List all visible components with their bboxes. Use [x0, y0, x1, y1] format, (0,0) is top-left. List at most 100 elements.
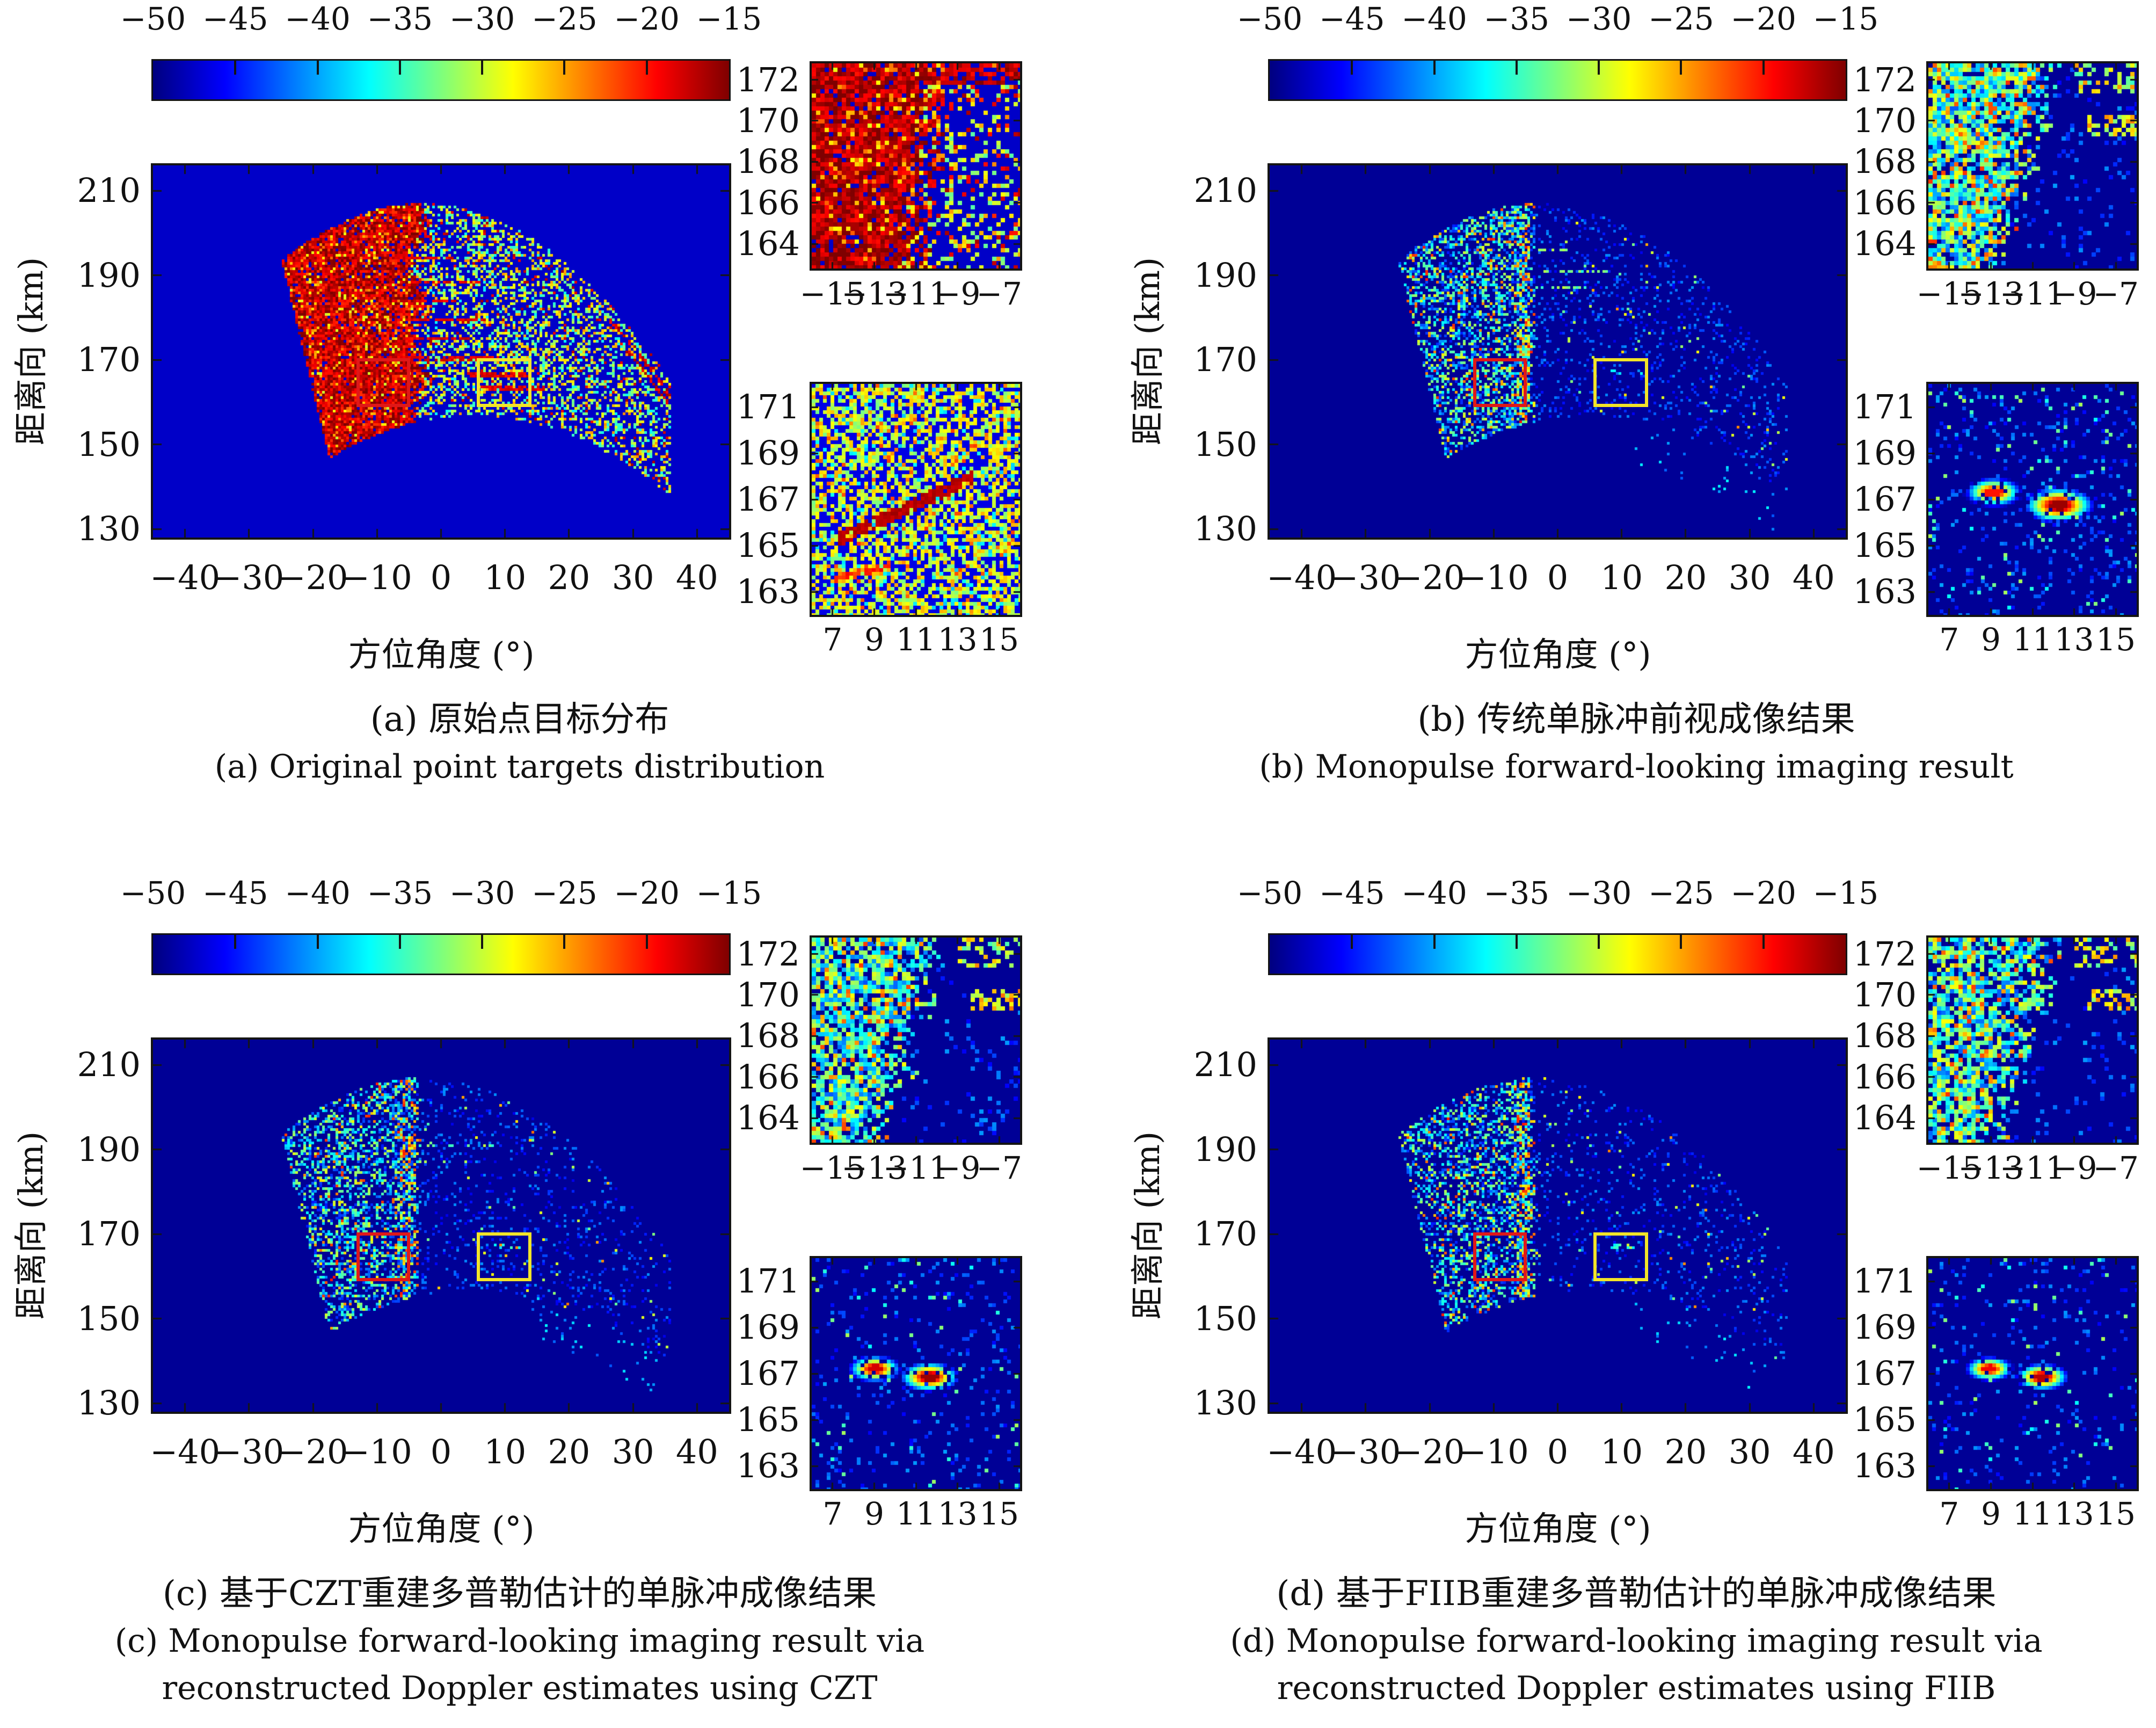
colorbar-tick-label: −50	[120, 1, 186, 37]
panel-c: −50 −45 −40 −35 −30 −25 −20 −15 210 190 170 150 130 距…	[0, 874, 1039, 1728]
inset-top-y-tick-label: 170	[736, 100, 800, 140]
x-tick-label: −40	[150, 1432, 221, 1471]
inset-top-x-tick-label: −9	[2051, 1150, 2097, 1186]
caption-block: (b) 传统单脉冲前视成像结果 (b) Monopulse forward-loo…	[1117, 696, 2156, 790]
y-tick-label: 210	[77, 171, 141, 210]
inset-bottom-x-tick-label: 15	[979, 621, 1019, 658]
colorbar	[1268, 59, 1847, 101]
inset-bottom-x-tick-label: 15	[979, 1495, 1019, 1532]
inset-bottom-x-tick-label: 11	[896, 1495, 936, 1532]
x-tick-label: −20	[278, 558, 348, 597]
x-tick-label: 40	[675, 1432, 718, 1471]
inset-bottom-x-tick-label: 13	[2054, 1495, 2094, 1532]
x-tick-label: 0	[1547, 558, 1569, 597]
red-box	[1473, 358, 1527, 407]
inset-top-x-tick-label: −7	[976, 275, 1022, 312]
y-tick-label: 150	[77, 424, 141, 464]
colorbar-tick	[234, 935, 237, 949]
inset-bottom-y-tick-label: 163	[736, 572, 800, 611]
x-tick-label: −10	[1458, 558, 1529, 597]
x-tick-label: 0	[430, 1432, 452, 1471]
red-box	[1473, 1232, 1527, 1281]
y-tick-label: 190	[77, 255, 141, 295]
y-tick-label: 170	[77, 1214, 141, 1254]
x-tick-label: 30	[611, 558, 654, 597]
main-heatmap-canvas	[1268, 1037, 1848, 1414]
x-tick-label: 10	[484, 558, 527, 597]
inset-top-x-tick-label: −13	[841, 1150, 907, 1186]
x-tick-label: −40	[150, 558, 221, 597]
colorbar-tick	[645, 61, 648, 75]
colorbar-tick-label: −35	[1483, 1, 1550, 37]
red-box	[356, 1232, 410, 1281]
colorbar-tick	[1433, 935, 1436, 949]
inset-bottom-y-tick-label: 171	[1853, 387, 1917, 426]
inset-bottom-x-tick-label: 7	[1939, 1495, 1960, 1532]
x-axis-label: 方位角度 (°)	[348, 1509, 535, 1548]
inset-bottom-y-tick-label: 171	[736, 1261, 800, 1301]
inset-top-y-tick-label: 172	[736, 60, 800, 99]
inset-top-x-tick-label: −11	[883, 275, 949, 312]
inset-bottom-heatmap-canvas	[1926, 1256, 2139, 1491]
y-tick-label: 170	[77, 340, 141, 380]
inset-top-y-tick-label: 172	[1853, 60, 1917, 99]
x-tick-label: 10	[1600, 1432, 1643, 1471]
colorbar-tick-label: −50	[120, 875, 186, 911]
inset-top-x-tick-label: −15	[799, 275, 865, 312]
x-tick-label: −40	[1266, 558, 1337, 597]
colorbar-tick	[1680, 935, 1682, 949]
inset-top-x-tick-label: −13	[1958, 1150, 2024, 1186]
colorbar-tick-label: −35	[367, 1, 433, 37]
inset-top-x-tick-label: −11	[1999, 1150, 2066, 1186]
x-tick-label: 20	[1664, 1432, 1707, 1471]
x-tick-label: 0	[430, 558, 452, 597]
colorbar-tick-label: −25	[531, 1, 598, 37]
x-tick-label: 40	[1792, 1432, 1835, 1471]
colorbar	[151, 59, 731, 101]
caption-block: (d) 基于FIIB重建多普勒估计的单脉冲成像结果 (d) Monopulse f…	[1117, 1570, 2156, 1712]
x-tick-label: −30	[1330, 558, 1401, 597]
colorbar-tick-label: −30	[1565, 875, 1632, 911]
caption-english: (b) Monopulse forward-looking imaging re…	[1259, 748, 2014, 786]
colorbar-tick	[316, 935, 319, 949]
inset-top-y-tick-label: 168	[1853, 142, 1917, 181]
inset-bottom-y-tick-label: 163	[736, 1446, 800, 1485]
colorbar-tick-label: −15	[1812, 875, 1879, 911]
inset-bottom-y-tick-label: 163	[1853, 1446, 1917, 1485]
y-tick-label: 130	[77, 1383, 141, 1423]
caption-chinese: (c) 基于CZT重建多普勒估计的单脉冲成像结果	[162, 1574, 877, 1614]
inset-top-x-tick-label: −15	[799, 1150, 865, 1186]
inset-bottom-x-tick-label: 15	[2096, 1495, 2136, 1532]
inset-bottom-y-tick-label: 169	[736, 1308, 800, 1347]
inset-bottom-x-tick-label: 7	[822, 1495, 843, 1532]
inset-bottom-y-tick-label: 165	[736, 1400, 800, 1439]
colorbar-tick	[1351, 61, 1353, 75]
panel-a: −50 −45 −40 −35 −30 −25 −20 −15 210 190 170 150 130 距…	[0, 0, 1039, 854]
inset-bottom-y-tick-label: 169	[736, 433, 800, 473]
inset-top-y-tick-label: 170	[1853, 975, 1917, 1014]
inset-bottom-y-tick-label: 167	[736, 1354, 800, 1393]
x-tick-label: −20	[278, 1432, 348, 1471]
inset-bottom-x-tick-label: 11	[896, 621, 936, 658]
colorbar-tick-label: −15	[1812, 1, 1879, 37]
colorbar-tick-label: −45	[202, 875, 268, 911]
colorbar-tick	[1680, 61, 1682, 75]
inset-bottom-x-tick-label: 13	[937, 621, 978, 658]
x-tick-label: 0	[1547, 1432, 1569, 1471]
inset-top-y-tick-label: 170	[736, 975, 800, 1014]
inset-top-heatmap-canvas	[1926, 61, 2139, 271]
colorbar-tick	[481, 61, 484, 75]
main-heatmap-canvas	[1268, 163, 1848, 540]
inset-top-x-tick-label: −9	[934, 275, 981, 312]
colorbar-tick	[1433, 61, 1436, 75]
colorbar-tick-label: −45	[202, 1, 268, 37]
y-tick-label: 210	[1193, 1045, 1257, 1085]
x-tick-label: 30	[611, 1432, 654, 1471]
y-tick-label: 170	[1193, 1214, 1257, 1254]
inset-top-y-tick-label: 164	[736, 224, 800, 264]
caption-block: (a) 原始点目标分布 (a) Original point targets di…	[0, 696, 1039, 790]
y-tick-label: 130	[1193, 509, 1257, 549]
colorbar-tick-label: −40	[1401, 1, 1467, 37]
colorbar-tick	[1762, 61, 1765, 75]
yellow-box	[476, 358, 532, 407]
